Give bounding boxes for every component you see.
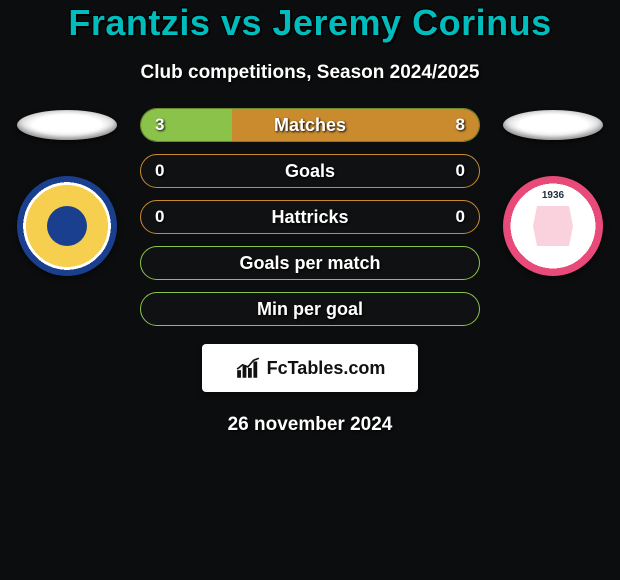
stat-bar: Goals per match <box>140 246 480 280</box>
stat-bar: 0 0 Goals <box>140 154 480 188</box>
right-player-avatar <box>503 110 603 140</box>
stat-bar-fill-right <box>232 109 479 141</box>
root: Frantzis vs Jeremy Corinus Club competit… <box>0 0 620 580</box>
left-player-column: 1930 <box>12 108 122 276</box>
stat-right-value: 0 <box>456 207 465 227</box>
stat-label: Hattricks <box>271 207 348 228</box>
attribution-text: FcTables.com <box>267 358 386 379</box>
stat-label: Goals <box>285 161 335 182</box>
stat-left-value: 0 <box>155 161 164 181</box>
stat-left-value: 3 <box>155 115 164 135</box>
chart-icon <box>235 357 261 379</box>
left-player-avatar <box>17 110 117 140</box>
subtitle: Club competitions, Season 2024/2025 <box>0 62 620 84</box>
stat-label: Min per goal <box>257 299 363 320</box>
right-club-badge: 1936 <box>503 176 603 276</box>
left-club-badge: 1930 <box>17 176 117 276</box>
date-text: 26 november 2024 <box>0 414 620 436</box>
page-title: Frantzis vs Jeremy Corinus <box>0 2 620 44</box>
stat-label: Goals per match <box>239 253 380 274</box>
stat-right-value: 8 <box>456 115 465 135</box>
left-badge-year: 1930 <box>56 221 78 232</box>
stat-left-value: 0 <box>155 207 164 227</box>
stat-bars: 3 8 Matches 0 0 Goals 0 0 Hattricks Goals per mat… <box>140 108 480 326</box>
stat-right-value: 0 <box>456 161 465 181</box>
comparison-row: 1930 3 8 Matches 0 0 Goals 0 0 Hattricks Goals pe… <box>0 108 620 326</box>
stat-label: Matches <box>274 115 346 136</box>
attribution-box: FcTables.com <box>202 344 418 392</box>
stat-bar: 0 0 Hattricks <box>140 200 480 234</box>
stat-bar: Min per goal <box>140 292 480 326</box>
right-player-column: 1936 <box>498 108 608 276</box>
stat-bar: 3 8 Matches <box>140 108 480 142</box>
right-badge-year: 1936 <box>542 190 564 201</box>
